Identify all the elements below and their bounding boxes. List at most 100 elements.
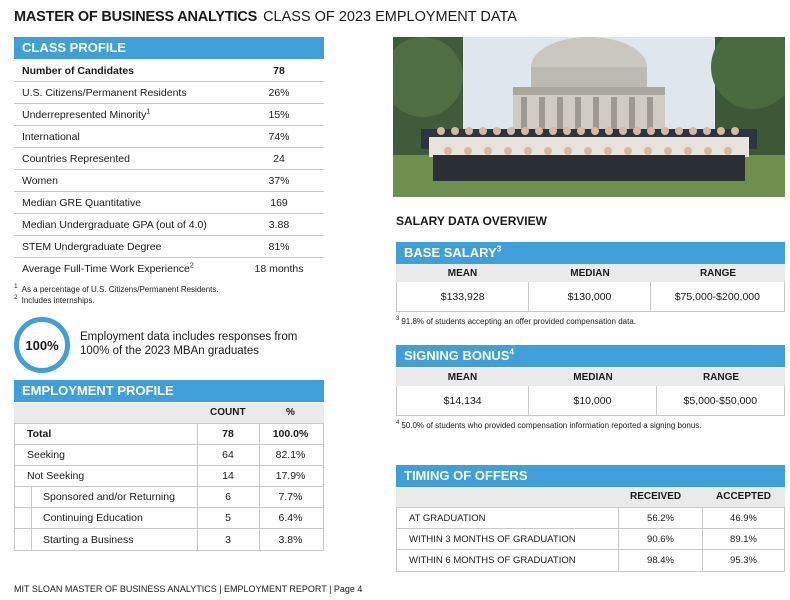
- column-header-accepted: ACCEPTED: [716, 491, 772, 502]
- row-label: U.S. Citizens/Permanent Residents: [22, 86, 187, 99]
- table-row: Starting a Business 3 3.8%: [15, 529, 323, 550]
- row-label: Number of Candidates: [22, 64, 135, 77]
- row-accepted: 89.1%: [702, 529, 784, 549]
- row-label: Median GRE Quantitative: [22, 196, 142, 209]
- row-label: Starting a Business: [43, 533, 134, 546]
- employment-table-head: COUNT %: [14, 403, 324, 423]
- not-seeking-breakdown: Sponsored and/or Returning 6 7.7% Continui…: [15, 487, 323, 550]
- class-profile-table: Number of Candidates 78 U.S. Citizens/Per…: [14, 60, 324, 280]
- class-profile-footnotes: 1 As a percentage of U.S. Citizens/Perman…: [14, 284, 219, 306]
- base-salary-header: BASE SALARY3: [396, 242, 785, 264]
- column-header-median: MEDIAN: [570, 267, 610, 279]
- response-rate-ring: 100%: [14, 317, 70, 373]
- signing-bonus-table: MEAN MEDIAN RANGE $14,134 $10,000 $5,000…: [396, 368, 785, 416]
- row-received: 98.4%: [618, 550, 702, 571]
- row-label: Seeking: [27, 449, 65, 461]
- page-footer: MIT SLOAN MASTER OF BUSINESS ANALYTICS |…: [14, 584, 363, 594]
- class-profile-header: CLASS PROFILE: [14, 37, 324, 59]
- row-value: 81%: [268, 240, 290, 253]
- table-row: WITHIN 6 MONTHS OF GRADUATION 98.4% 95.3%: [397, 550, 784, 571]
- row-label: Countries Represented: [22, 152, 130, 165]
- row-count: 14: [222, 470, 234, 482]
- row-pct: 17.9%: [275, 470, 306, 482]
- table-row: Sponsored and/or Returning 6 7.7%: [15, 487, 323, 508]
- footnote-marker: 3: [496, 244, 502, 254]
- table-row: STEM Undergraduate Degree 81%: [14, 236, 324, 258]
- column-header-mean: MEAN: [447, 371, 478, 383]
- table-head: MEAN MEDIAN RANGE: [396, 368, 785, 386]
- row-label: Continuing Education: [43, 512, 143, 524]
- column-header-count: COUNT: [210, 407, 246, 418]
- row-label: Not Seeking: [27, 470, 85, 482]
- row-count: 3: [225, 533, 231, 546]
- row-value: 18 months: [254, 263, 304, 275]
- row-received: 90.6%: [618, 529, 702, 549]
- column-header-received: RECEIVED: [630, 491, 682, 502]
- class-photo-illustration: [393, 37, 785, 197]
- base-salary-mean: $133,928: [397, 282, 530, 311]
- row-label: Total: [27, 428, 52, 440]
- page-title-sub: CLASS OF 2023 EMPLOYMENT DATA: [263, 9, 517, 25]
- signing-bonus-header: SIGNING BONUS4: [396, 345, 785, 367]
- row-value: 15%: [268, 108, 290, 121]
- row-label: Underrepresented Minority: [22, 108, 147, 121]
- page-title-main: MASTER OF BUSINESS ANALYTICS: [14, 9, 258, 25]
- base-salary-range: $75,000-$200,000: [674, 290, 760, 303]
- table-row: AT GRADUATION 56.2% 46.9%: [397, 508, 784, 529]
- table-row: Underrepresented Minority1 15%: [14, 104, 324, 126]
- response-rate-text: Employment data includes responses from …: [80, 331, 298, 357]
- table-row: Number of Candidates 78: [14, 60, 324, 82]
- signing-bonus-mean: $14,134: [397, 386, 530, 415]
- row-label: WITHIN 3 MONTHS OF GRADUATION: [409, 533, 576, 545]
- row-label: WITHIN 6 MONTHS OF GRADUATION: [409, 555, 576, 566]
- signing-bonus-median: $10,000: [529, 386, 657, 415]
- table-row: Average Full-Time Work Experience2 18 mon…: [14, 258, 324, 280]
- column-divider: [259, 424, 260, 550]
- row-label: STEM Undergraduate Degree: [22, 240, 162, 253]
- row-value: 3.88: [268, 218, 290, 231]
- table-head: MEAN MEDIAN RANGE: [396, 264, 785, 282]
- table-row: $14,134 $10,000 $5,000-$50,000: [396, 386, 785, 416]
- row-label: Median Undergraduate GPA (out of 4.0): [22, 218, 207, 231]
- column-header-median: MEDIAN: [573, 371, 613, 383]
- column-header-pct: %: [286, 407, 295, 418]
- column-header-range: RANGE: [702, 371, 740, 383]
- footnote: 1 As a percentage of U.S. Citizens/Perman…: [14, 283, 219, 294]
- table-row: Women 37%: [14, 170, 324, 192]
- footnote-marker: 1: [146, 108, 151, 115]
- row-value: 74%: [268, 130, 290, 143]
- row-pct: 82.1%: [275, 449, 306, 461]
- row-pct: 7.7%: [278, 491, 303, 503]
- timing-of-offers-header: TIMING OF OFFERS: [396, 465, 785, 487]
- table-row: International 74%: [14, 126, 324, 148]
- column-header-range: RANGE: [699, 267, 737, 279]
- row-label: Women: [22, 174, 58, 187]
- employment-profile-header: EMPLOYMENT PROFILE: [14, 380, 324, 402]
- row-value: 169: [270, 196, 288, 209]
- employment-profile-table: Total 78 100.0% Seeking 64 82.1% Not Seeking…: [14, 423, 324, 551]
- row-count: 5: [225, 512, 231, 524]
- footnote-marker: 2: [189, 262, 194, 270]
- table-row: Countries Represented 24: [14, 148, 324, 170]
- column-divider: [197, 424, 198, 550]
- table-row: Continuing Education 5 6.4%: [15, 508, 323, 529]
- row-pct: 100.0%: [272, 428, 309, 440]
- page-title: MASTER OF BUSINESS ANALYTICS CLASS OF 202…: [14, 9, 517, 25]
- table-row: Total 78 100.0%: [15, 424, 323, 445]
- table-row: WITHIN 3 MONTHS OF GRADUATION 90.6% 89.1%: [397, 529, 784, 550]
- column-header-mean: MEAN: [447, 267, 478, 279]
- row-value: 37%: [268, 174, 290, 187]
- row-label: International: [22, 130, 80, 143]
- row-count: 64: [222, 449, 234, 461]
- row-value: 26%: [268, 86, 290, 99]
- row-count: 6: [225, 491, 231, 503]
- timing-of-offers-table: AT GRADUATION 56.2% 46.9% WITHIN 3 MONTHS …: [396, 507, 785, 572]
- table-row: Not Seeking 14 17.9%: [15, 466, 323, 487]
- row-accepted: 95.3%: [702, 550, 784, 571]
- row-value: 78: [273, 64, 285, 77]
- table-row: Seeking 64 82.1%: [15, 445, 323, 466]
- signing-bonus-footnote: 4 50.0% of students who provided compensa…: [396, 420, 702, 430]
- row-value: 24: [273, 152, 285, 165]
- salary-overview-title: SALARY DATA OVERVIEW: [396, 214, 547, 228]
- footnote-marker: 4: [509, 347, 514, 357]
